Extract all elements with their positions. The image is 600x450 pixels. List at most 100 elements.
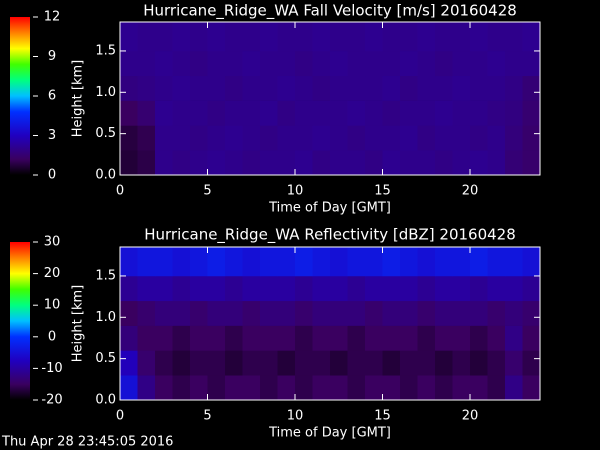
heatmap-cell — [365, 275, 383, 302]
heatmap-cell — [522, 125, 541, 151]
heatmap-cell — [417, 50, 436, 77]
x-tick-label: 0 — [116, 184, 124, 199]
heatmap-cell — [137, 375, 156, 401]
heatmap-cell — [382, 375, 401, 401]
heatmap-cell — [365, 150, 383, 176]
heatmap-cell — [347, 125, 366, 151]
heatmap-cell — [435, 125, 453, 151]
heatmap-cell — [295, 247, 313, 277]
heatmap-cell — [487, 22, 506, 52]
heatmap-cell — [277, 150, 296, 176]
y-axis-label: Height [km] — [71, 285, 86, 362]
x-axis-label: Time of Day [GMT] — [268, 201, 391, 216]
heatmap-cell — [225, 22, 243, 52]
heatmap-cell — [120, 75, 138, 101]
heatmap-cell — [260, 75, 278, 101]
heatmap-cell — [347, 22, 366, 52]
heatmap-cell — [452, 247, 471, 277]
heatmap-cell — [120, 50, 138, 77]
heatmap-cell — [417, 375, 436, 401]
heatmap-cell — [190, 100, 208, 126]
heatmap-cell — [242, 325, 261, 351]
heatmap-cell — [487, 50, 506, 77]
heatmap-cell — [382, 150, 401, 176]
heatmap-cell — [470, 300, 488, 326]
heatmap-cell — [190, 22, 208, 52]
heatmap-cell — [225, 247, 243, 277]
heatmap-cell — [400, 50, 418, 77]
heatmap-cell — [295, 375, 313, 401]
heatmap-cell — [295, 150, 313, 176]
heatmap-cell — [522, 150, 541, 176]
heatmap-cell — [155, 375, 173, 401]
colorbar-tick-label: 0 — [48, 168, 56, 183]
colorbar-tick-label: 30 — [44, 235, 61, 250]
heatmap-cell — [312, 100, 331, 126]
heatmap-cell — [382, 125, 401, 151]
heatmap-cell — [330, 247, 348, 277]
heatmap-cell — [225, 375, 243, 401]
x-tick-label: 20 — [462, 184, 479, 199]
heatmap-cell — [137, 125, 156, 151]
heatmap-cell — [312, 125, 331, 151]
heatmap-cell — [417, 325, 436, 351]
heatmap-cell — [260, 275, 278, 302]
y-tick-label: 1.0 — [95, 85, 116, 100]
heatmap-cell — [190, 125, 208, 151]
heatmap-cell — [400, 100, 418, 126]
heatmap-cell — [365, 375, 383, 401]
heatmap-cell — [505, 50, 523, 77]
heatmap-cell — [400, 375, 418, 401]
heatmap-cell — [417, 75, 436, 101]
heatmap-cell — [487, 325, 506, 351]
heatmap-cell — [242, 375, 261, 401]
heatmap-cell — [295, 300, 313, 326]
heatmap-cell — [137, 325, 156, 351]
heatmap-cell — [172, 247, 191, 277]
heatmap-cell — [260, 125, 278, 151]
heatmap-cell — [137, 22, 156, 52]
heatmap-cell — [452, 75, 471, 101]
heatmap-cell — [207, 350, 226, 376]
heatmap-cell — [522, 100, 541, 126]
heatmap-cell — [487, 300, 506, 326]
heatmap-cell — [295, 275, 313, 302]
heatmap-cell — [487, 150, 506, 176]
heatmap-cell — [225, 350, 243, 376]
heatmap-cell — [347, 275, 366, 302]
heatmap-cell — [295, 50, 313, 77]
heatmap-cell — [137, 275, 156, 302]
heatmap-cell — [120, 247, 138, 277]
heatmap-cell — [242, 50, 261, 77]
heatmap-cell — [347, 100, 366, 126]
heatmap-cell — [505, 350, 523, 376]
heatmap-cell — [505, 75, 523, 101]
colorbar-tick-label: 3 — [48, 128, 56, 143]
heatmap-cell — [365, 247, 383, 277]
heatmap-cell — [225, 150, 243, 176]
heatmap-cell — [277, 247, 296, 277]
heatmap-cell — [487, 125, 506, 151]
heatmap-cell — [365, 300, 383, 326]
heatmap-cell — [470, 75, 488, 101]
heatmap-cell — [260, 50, 278, 77]
heatmap-cell — [435, 275, 453, 302]
heatmap-cell — [277, 275, 296, 302]
heatmap-cell — [382, 300, 401, 326]
heatmap-cell — [172, 325, 191, 351]
heatmap-cell — [190, 325, 208, 351]
heatmap-cell — [505, 22, 523, 52]
y-tick-label: 0.0 — [95, 393, 116, 408]
heatmap-cell — [365, 50, 383, 77]
heatmap-cell — [382, 325, 401, 351]
heatmap-cell — [522, 375, 541, 401]
heatmap-cell — [277, 100, 296, 126]
heatmap-cell — [522, 75, 541, 101]
y-tick-label: 1.5 — [95, 43, 116, 58]
heatmap-cell — [277, 300, 296, 326]
heatmap-cell — [172, 125, 191, 151]
heatmap-cell — [225, 275, 243, 302]
heatmap-cell — [172, 350, 191, 376]
colorbar-tick-label: 6 — [48, 89, 56, 104]
heatmap-cell — [400, 125, 418, 151]
